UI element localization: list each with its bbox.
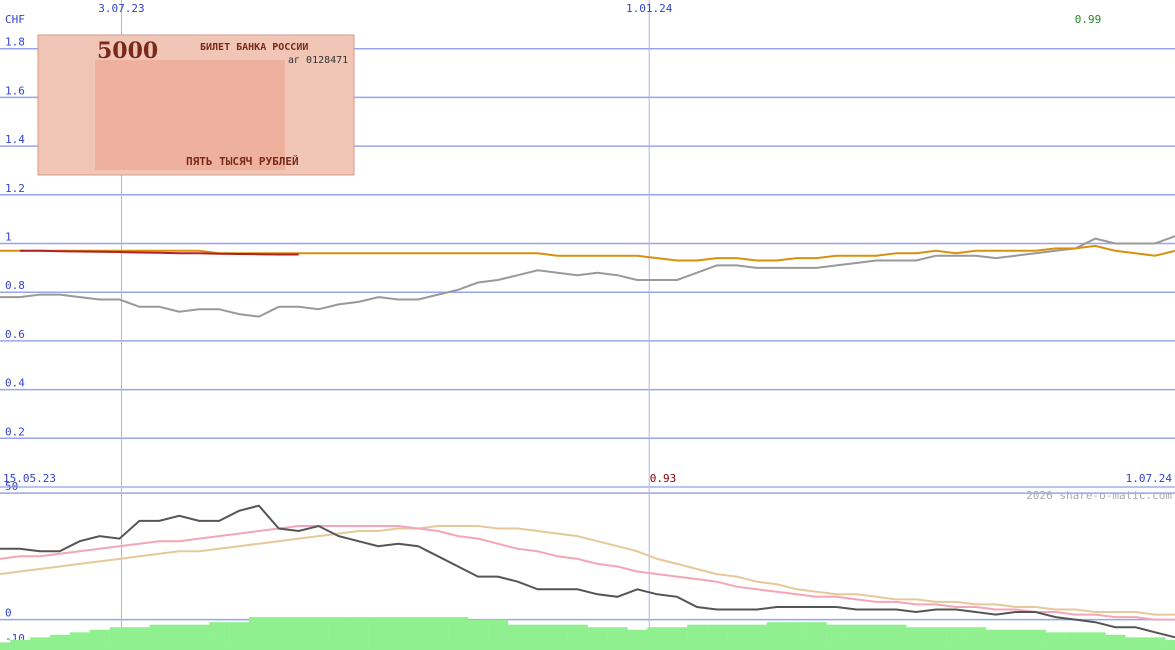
volume-bar [30, 637, 51, 650]
unit-label: CHF [5, 13, 25, 26]
volume-bar [647, 627, 668, 650]
banknote-words: ПЯТЬ ТЫСЯЧ РУБЛЕЙ [186, 155, 299, 168]
volume-bar [1005, 629, 1026, 650]
volume-bar [109, 627, 130, 650]
volume-bar [786, 622, 807, 650]
volume-bar [926, 627, 947, 650]
volume-bar [149, 624, 170, 650]
y-tick-label: 1.8 [5, 36, 25, 49]
volume-bar [985, 629, 1007, 650]
banknote-denomination: 5000 [97, 38, 158, 64]
y-tick-label: 1 [5, 231, 12, 244]
volume-bar [1165, 639, 1175, 650]
banknote: 5000 БИЛЕТ БАНКА РОССИИ аг 0128471 ПЯТЬ … [37, 34, 355, 176]
annotation: 0.93 [650, 472, 677, 485]
volume-bar [1105, 634, 1126, 650]
volume-bar [49, 634, 71, 650]
volume-bar [269, 617, 290, 650]
x-tick-label: 3.07.23 [98, 2, 144, 15]
volume-bar [846, 624, 867, 650]
volume-bar [89, 629, 110, 650]
series-line [0, 504, 1175, 639]
volume-bar [308, 617, 329, 650]
volume-bar [1045, 632, 1066, 650]
annotation: 0.99 [1075, 13, 1102, 26]
volume-bar [707, 624, 728, 650]
volume-bar [627, 629, 648, 650]
banknote-art [95, 60, 285, 170]
watermark: 2026 share-o-matic.com [1026, 489, 1172, 502]
volume-bar [587, 627, 608, 650]
start-date: 15.05.23 [3, 472, 56, 485]
y-tick-label: 0.2 [5, 425, 25, 438]
volume-bar [1025, 629, 1046, 650]
volume-bar [328, 617, 349, 650]
volume-bar [687, 624, 708, 650]
y-tick-label: 1.4 [5, 133, 25, 146]
volume-bar [607, 627, 628, 650]
volume-bar [288, 617, 310, 650]
volume-bar [348, 617, 369, 650]
volume-bar [567, 624, 588, 650]
banknote-issuer: БИЛЕТ БАНКА РОССИИ [200, 42, 308, 53]
x-tick-label: 1.01.24 [626, 2, 673, 15]
volume-bar [1125, 637, 1146, 650]
series-line [19, 249, 299, 256]
banknote-serial: аг 0128471 [288, 55, 348, 66]
volume-bar [448, 617, 469, 650]
volume-bar [826, 624, 847, 650]
volume-bar [249, 617, 270, 650]
series-line [0, 235, 1175, 318]
volume-bar [906, 627, 927, 650]
volume-bar [69, 632, 90, 650]
volume-bar [746, 624, 768, 650]
volume-bar [388, 617, 409, 650]
volume-bar [1065, 632, 1086, 650]
y-tick-label: 1.2 [5, 182, 25, 195]
volume-bar [966, 627, 987, 650]
y-tick-label: 1.6 [5, 84, 25, 97]
volume-bar [1145, 637, 1166, 650]
volume-bar [766, 622, 787, 650]
volume-bar [527, 624, 549, 650]
volume-bar [10, 639, 31, 650]
volume-bar [946, 627, 967, 650]
y-tick-label: 0.8 [5, 279, 25, 292]
volume-bar [428, 617, 449, 650]
volume-bar [866, 624, 887, 650]
volume-bar [189, 624, 210, 650]
volume-bar [547, 624, 568, 650]
volume-bar [886, 624, 907, 650]
volume-bar [727, 624, 748, 650]
series-line [0, 525, 1175, 621]
volume-bar [408, 617, 429, 650]
y-tick-label: 0 [5, 607, 12, 620]
volume-bar [468, 619, 489, 650]
end-date: 1.07.24 [1126, 472, 1173, 485]
volume-bar [0, 642, 11, 650]
series-line [0, 244, 1175, 262]
volume-bar [508, 624, 529, 650]
y-tick-label: 0.6 [5, 328, 25, 341]
volume-bar [667, 627, 688, 650]
series-line [0, 525, 1175, 616]
volume-bar [488, 619, 509, 650]
volume-bar [368, 617, 389, 650]
y-tick-label: 0.4 [5, 377, 25, 390]
volume-bar [169, 624, 190, 650]
volume-bar [209, 622, 230, 650]
volume-bar [1085, 632, 1106, 650]
volume-bar [129, 627, 150, 650]
volume-bar [229, 622, 250, 650]
volume-bar [806, 622, 827, 650]
